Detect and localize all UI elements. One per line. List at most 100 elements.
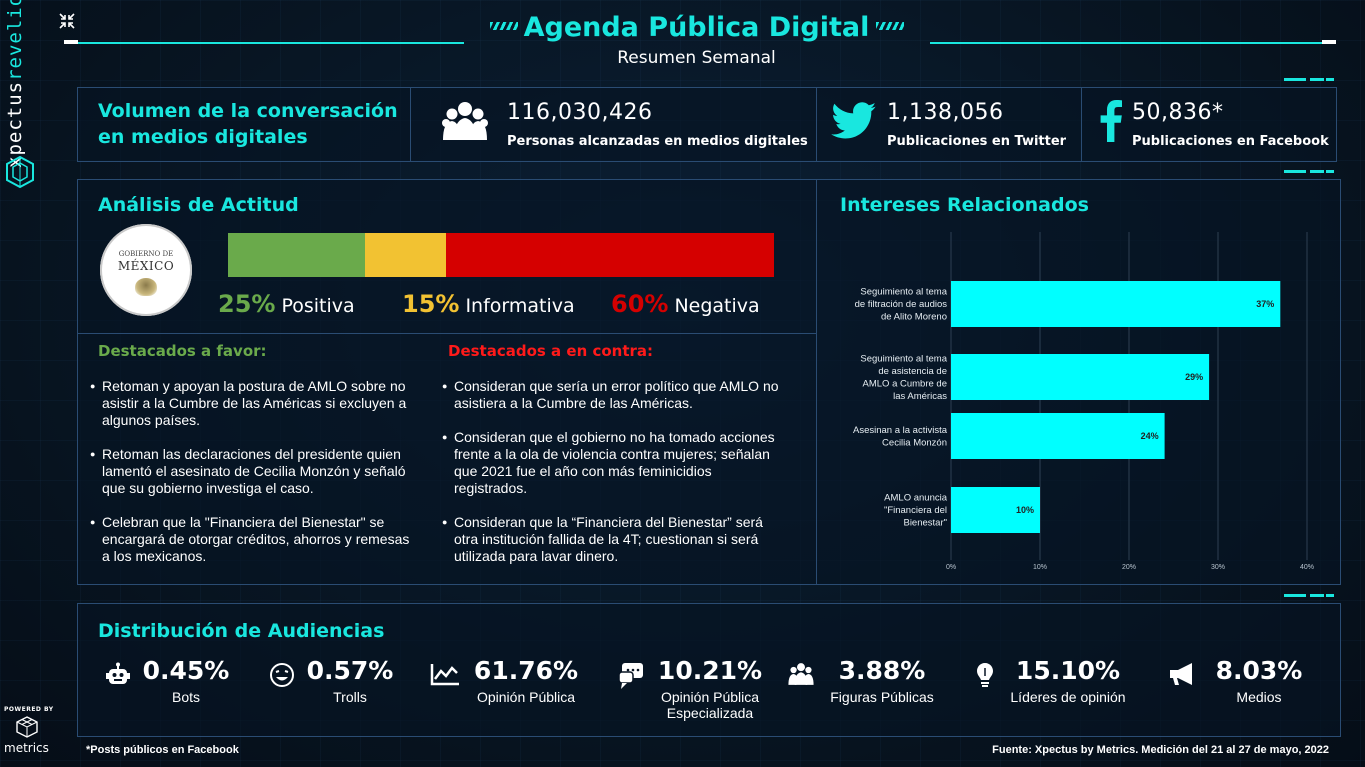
trolls-value: 0.57%	[306, 656, 394, 685]
list-item: Retoman las declaraciones del presidente…	[90, 446, 420, 497]
category-label: Seguimiento al tema	[860, 287, 947, 298]
header-tick-left	[64, 40, 78, 44]
attitude-segment-positiva	[228, 233, 365, 277]
x-tick-label: 40%	[1300, 564, 1314, 571]
seal-line2: MÉXICO	[117, 259, 175, 273]
legend-positive: 25% Positiva	[218, 290, 355, 318]
header-tick-right	[1322, 40, 1336, 44]
audience-opinion-publica: 61.76% Opinión Pública	[464, 656, 588, 705]
powered-by-label: POWERED BY	[4, 706, 54, 713]
page-subtitle: Resumen Semanal	[617, 48, 776, 68]
bar-data-label: 10%	[1016, 505, 1034, 515]
x-tick-label: 10%	[1033, 564, 1047, 571]
category-label: de filtración de audios	[855, 299, 948, 310]
people-icon	[442, 102, 488, 140]
list-item: Consideran que la “Financiera del Bienes…	[442, 514, 788, 565]
troll-face-icon	[270, 663, 294, 687]
attitude-divider	[78, 333, 816, 334]
category-label: "Financiera del	[884, 505, 947, 516]
category-label: de Alito Moreno	[881, 312, 947, 323]
lideres-opinion-value: 15.10%	[1015, 656, 1121, 685]
trolls-label: Trolls	[333, 689, 367, 705]
figuras-publicas-label: Figuras Públicas	[830, 689, 934, 705]
attitude-bar	[228, 233, 774, 277]
powered-by-name: metrics	[4, 741, 49, 755]
legend-informative: 15% Informativa	[402, 290, 575, 318]
audience-opinion-especializada: 10.21% Opinión Pública Especializada	[648, 656, 772, 721]
audience-lideres-opinion: 15.10% Líderes de opinión	[998, 656, 1138, 705]
bar-data-label: 29%	[1185, 372, 1203, 382]
footer-note: *Posts públicos en Facebook	[86, 744, 239, 756]
facebook-icon	[1100, 100, 1122, 142]
category-label: Cecilia Monzón	[882, 437, 947, 448]
eagle-emblem-icon	[135, 278, 157, 296]
contra-list: Consideran que sería un error político q…	[442, 378, 788, 582]
audience-figuras-publicas: 3.88% Figuras Públicas	[818, 656, 946, 705]
attitude-segment-negativa	[446, 233, 774, 277]
twitter-icon	[831, 102, 877, 139]
x-tick-label: 20%	[1122, 564, 1136, 571]
category-label: AMLO anuncia	[884, 493, 948, 504]
audiences-panel: Distribución de Audiencias 0.45% B	[77, 603, 1341, 737]
bar-data-label: 37%	[1256, 299, 1274, 309]
volume-title-line1: Volumen de la conversación	[98, 100, 398, 122]
reach-label: Personas alcanzadas en medios digitales	[507, 134, 808, 149]
medios-label: Medios	[1236, 689, 1282, 705]
category-label: de asistencia de	[878, 366, 947, 377]
panel-deco	[1284, 78, 1334, 81]
x-tick-label: 0%	[946, 564, 956, 571]
x-tick-label: 30%	[1211, 564, 1225, 571]
reach-stat: 116,030,426 Personas alcanzadas en medio…	[410, 88, 816, 162]
robot-icon	[106, 662, 130, 684]
audience-bots: 0.45% Bots	[136, 656, 236, 705]
collapse-arrows-icon[interactable]	[58, 12, 76, 30]
powered-by: POWERED BY metrics	[4, 706, 56, 755]
chart-line-icon	[430, 664, 459, 686]
vertical-divider	[816, 180, 817, 585]
positive-pct: 25%	[218, 290, 276, 318]
bots-label: Bots	[171, 689, 200, 705]
lideres-opinion-label: Líderes de opinión	[1010, 689, 1126, 705]
interest-bar	[951, 281, 1281, 327]
category-label: Bienestar"	[903, 518, 947, 529]
analysis-panel: Análisis de Actitud GOBIERNO DE MÉXICO 2…	[77, 179, 1341, 585]
header-line-right	[930, 42, 1330, 44]
facebook-stat: 50,836* Publicaciones en Facebook	[1081, 88, 1337, 162]
list-item: Consideran que el gobierno no ha tomado …	[442, 429, 788, 497]
figuras-publicas-value: 3.88%	[838, 656, 926, 685]
header-deco-left	[490, 22, 518, 30]
contra-title: Destacados a en contra:	[448, 342, 654, 360]
favor-list: Retoman y apoyan la postura de AMLO sobr…	[90, 378, 420, 582]
brand-name-part1: xpectus	[4, 80, 26, 168]
opinion-especializada-label: Opinión Pública Especializada	[660, 689, 760, 721]
category-label: Asesinan a la activista	[853, 425, 948, 436]
footer-source: Fuente: Xpectus by Metrics. Medición del…	[992, 744, 1329, 756]
lightbulb-icon	[977, 663, 993, 687]
volume-title: Volumen de la conversación en medios dig…	[98, 98, 398, 150]
twitter-stat: 1,138,056 Publicaciones en Twitter	[816, 88, 1081, 162]
brand-logo-icon	[6, 156, 34, 188]
megaphone-icon	[1170, 663, 1192, 685]
chat-bubbles-icon	[618, 663, 643, 689]
legend-negative: 60% Negativa	[611, 290, 760, 318]
twitter-label: Publicaciones en Twitter	[887, 134, 1067, 149]
attitude-segment-informativa	[364, 233, 447, 277]
interest-bar	[951, 487, 1040, 533]
gobierno-mexico-seal: GOBIERNO DE MÉXICO	[100, 224, 192, 316]
twitter-value: 1,138,056	[887, 100, 1004, 125]
panel-deco	[1284, 594, 1334, 597]
bar-data-label: 24%	[1141, 431, 1159, 441]
category-label: las Américas	[893, 391, 947, 402]
bots-value: 0.45%	[142, 656, 230, 685]
interest-bar	[951, 413, 1165, 459]
audiences-title: Distribución de Audiencias	[98, 620, 385, 642]
list-item: Retoman y apoyan la postura de AMLO sobr…	[90, 378, 420, 429]
reach-value: 116,030,426	[507, 100, 653, 125]
seal-line1: GOBIERNO DE	[118, 250, 174, 258]
informative-pct: 15%	[402, 290, 460, 318]
volume-panel: Volumen de la conversación en medios dig…	[77, 87, 1337, 162]
header-line-left	[64, 42, 464, 44]
metrics-logo-icon	[16, 716, 38, 738]
negative-pct: 60%	[611, 290, 669, 318]
